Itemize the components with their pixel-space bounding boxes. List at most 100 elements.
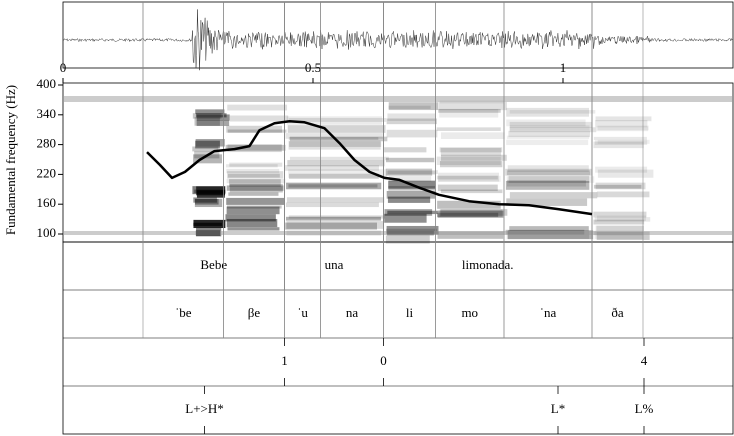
spectrogram-band: [387, 170, 438, 174]
interval-label: na: [346, 305, 359, 320]
spectrogram-band: [438, 108, 501, 113]
spectrogram-band: [192, 146, 219, 152]
spectrogram-band: [227, 205, 282, 209]
spectrogram-band: [286, 116, 383, 125]
interval-label: ða: [611, 305, 624, 320]
interval-label: li: [406, 305, 414, 320]
spectrogram-band: [387, 210, 438, 215]
spectrogram-band: [229, 162, 283, 167]
spectrogram-band: [595, 116, 652, 122]
spectrogram-band: [225, 144, 286, 151]
spectrogram-band: [597, 139, 650, 144]
spectrogram-band: [387, 113, 436, 121]
spectrogram-band: [228, 192, 279, 196]
spectrogram-band: [440, 154, 507, 161]
spectrogram-band: [287, 160, 385, 167]
spectrogram-band: [437, 200, 501, 209]
spectrogram-band: [192, 113, 222, 119]
y-axis-label: Fundamental frequency (Hz): [3, 85, 18, 235]
interval-label: ˈbe: [175, 305, 192, 320]
y-tick-label: 100: [37, 225, 57, 240]
spectrogram-band: [229, 183, 283, 193]
spectrogram-band: [288, 140, 381, 150]
spectrogram-band: [440, 189, 503, 194]
x-tick-label: 0: [60, 60, 67, 75]
spectrogram-band: [594, 217, 651, 222]
spectrogram-band: [386, 225, 439, 235]
y-tick-label: 160: [37, 195, 57, 210]
spectrogram-band: [506, 107, 590, 117]
spectrogram-band: [229, 179, 281, 187]
spectrogram-band: [285, 165, 379, 171]
interval-label: ˈna: [540, 305, 557, 320]
spectrogram-band: [288, 173, 379, 179]
point-label: L+>H*: [185, 401, 224, 416]
y-tick-label: 220: [37, 165, 57, 180]
spectrogram-band: [289, 141, 382, 147]
spectrogram-band: [384, 209, 433, 216]
spectrogram-band: [289, 156, 389, 161]
spectrogram-band: [288, 169, 387, 178]
spectrogram-band: [195, 140, 220, 149]
spectrogram-band: [386, 170, 437, 175]
spectrogram-band: [226, 125, 282, 133]
spectrogram-band: [386, 191, 436, 199]
point-label: L*: [551, 401, 565, 416]
spectrogram-panel: [62, 82, 734, 243]
f0-curve: [146, 120, 593, 216]
spectrogram-band: [226, 218, 278, 228]
spectrogram-band: [288, 215, 385, 219]
spectrogram-band: [286, 221, 385, 229]
spectrogram-band: [385, 157, 435, 163]
spectrogram-band: [506, 170, 591, 176]
spectrogram-band: [227, 173, 280, 178]
spectrogram-band: [593, 141, 644, 149]
spectrogram-band: [506, 135, 590, 140]
spectrogram-band: [438, 172, 500, 182]
spectrogram-band: [227, 144, 282, 153]
spectrogram-band: [508, 130, 590, 138]
spectrogram-band: [194, 117, 220, 126]
spectrogram-band: [508, 175, 590, 184]
spectrogram-band: [226, 178, 286, 184]
spectrogram-band: [226, 168, 280, 174]
spectrogram-band: [509, 121, 592, 128]
spectrogram-band: [227, 104, 288, 111]
spectrogram-band: [384, 213, 427, 223]
spectrogram-band: [227, 171, 284, 179]
spectrogram-band: [386, 129, 438, 138]
spectrogram-band: [437, 231, 504, 239]
spectrogram-band: [596, 225, 644, 231]
spectrogram-band: [440, 147, 502, 156]
spectrogram-band: [438, 101, 507, 111]
spectrogram-band: [385, 235, 430, 244]
spectrogram-band: [439, 161, 503, 168]
waveform: [62, 9, 734, 71]
spectrogram-band: [506, 119, 586, 127]
spectrogram-band: [285, 133, 383, 139]
waveform-trace: [62, 9, 734, 71]
spectrogram-band: [196, 120, 230, 127]
interval-label: Bebe: [200, 257, 227, 272]
spectrogram-band: [63, 231, 733, 235]
spectrogram-band: [438, 175, 501, 182]
interval-label: mo: [461, 305, 478, 320]
spectrogram-band: [385, 168, 433, 176]
point-label: L%: [635, 401, 654, 416]
spectrogram-band: [595, 182, 646, 190]
spectrogram-band: [384, 147, 427, 153]
spectrogram-band: [195, 109, 225, 114]
spectrogram-band: [506, 176, 595, 183]
spectrogram-band: [63, 96, 733, 102]
spectrogram-band: [286, 182, 382, 190]
spectrogram-band: [193, 197, 217, 203]
spectrogram-band: [226, 206, 280, 215]
spectrogram-band: [439, 109, 499, 118]
spectrogram-band: [506, 139, 589, 146]
spectrogram-band: [595, 120, 648, 128]
spectrogram-band: [287, 125, 386, 133]
interval-label: ˈu: [297, 305, 308, 320]
spectrogram-band: [440, 209, 508, 216]
spectrogram-band: [194, 189, 226, 194]
spectrogram-band: [194, 198, 223, 208]
